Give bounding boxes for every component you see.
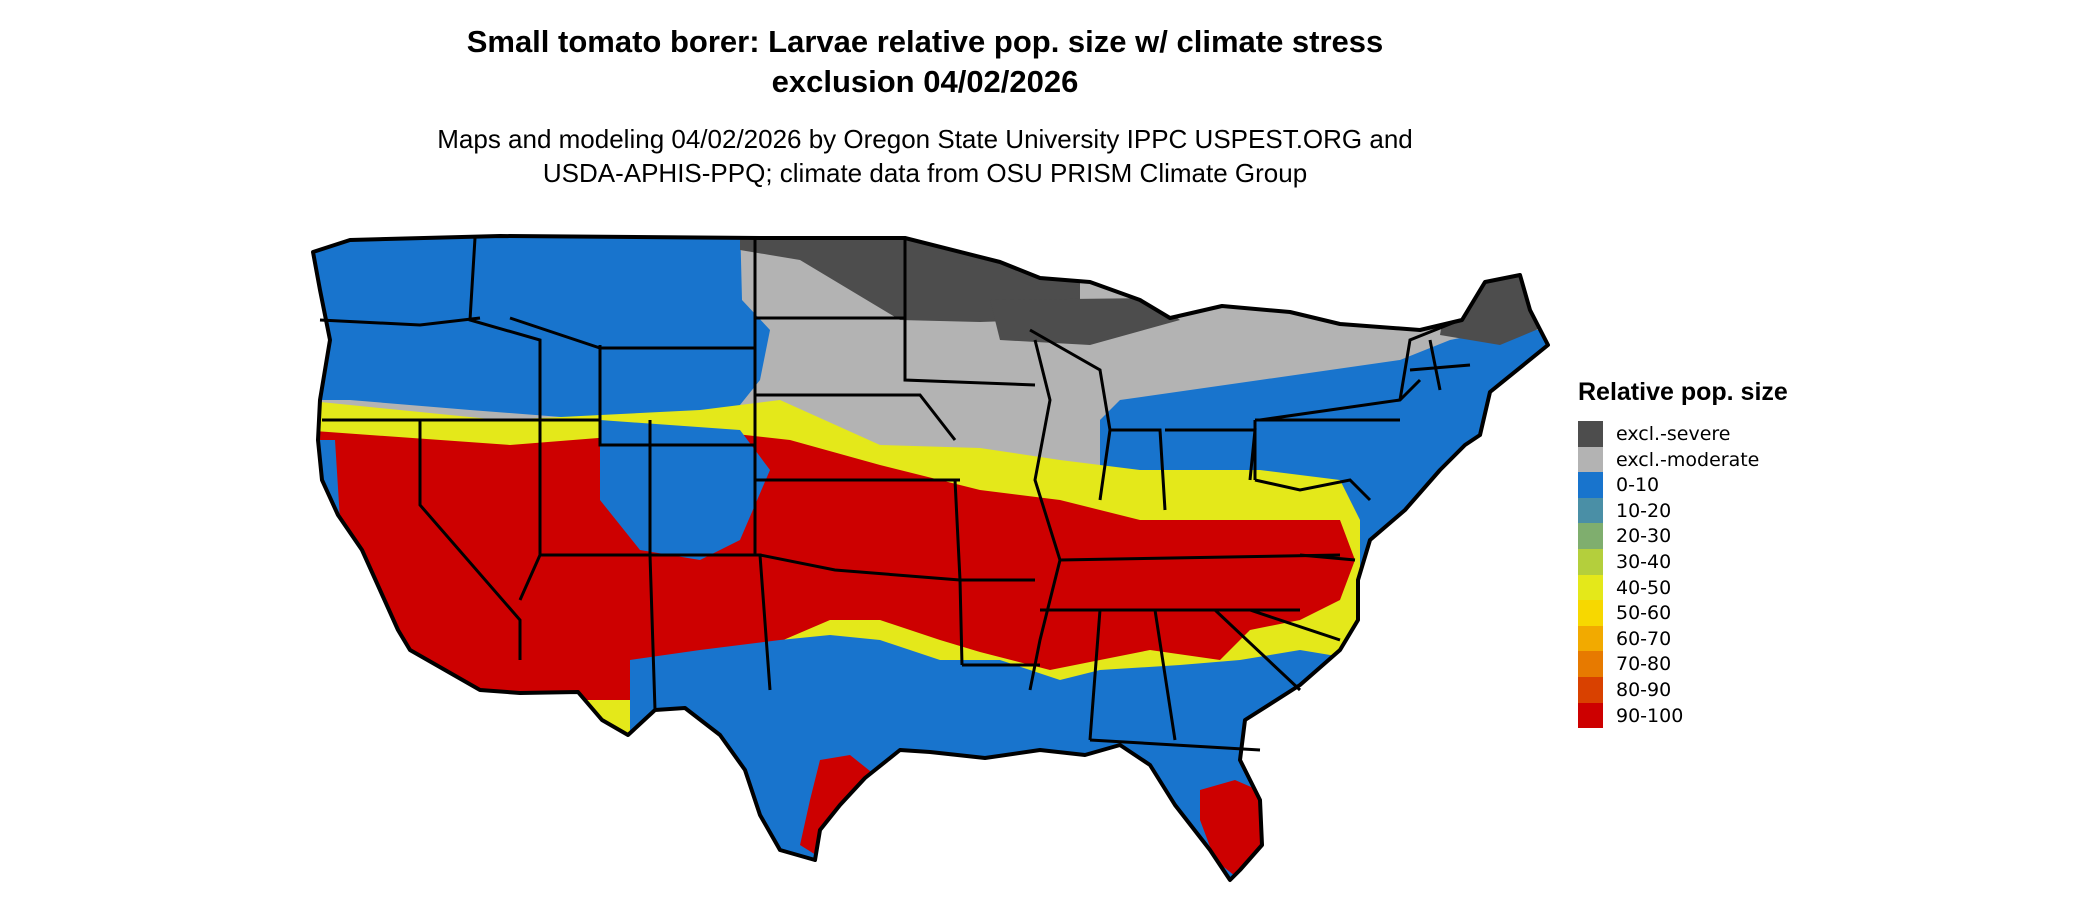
legend-label: 90-100 bbox=[1616, 704, 1684, 727]
legend-item: 60-70 bbox=[1578, 625, 1788, 652]
border-nc-sc bbox=[1249, 608, 1341, 642]
map-subtitle: Maps and modeling 04/02/2026 by Oregon S… bbox=[0, 122, 1850, 190]
border-ky-tn bbox=[1059, 553, 1341, 562]
legend-item: 40-50 bbox=[1578, 574, 1788, 601]
legend-item: 20-30 bbox=[1578, 523, 1788, 549]
legend-item: 30-40 bbox=[1578, 548, 1788, 575]
legend-swatch bbox=[1578, 676, 1603, 703]
legend-label: 50-60 bbox=[1616, 602, 1672, 625]
legend-label: 80-90 bbox=[1616, 678, 1672, 701]
legend-title: Relative pop. size bbox=[1578, 378, 1788, 406]
map-legend: Relative pop. size excl.-severe excl.-mod… bbox=[1578, 378, 1788, 729]
border-md-va bbox=[1254, 478, 1372, 502]
border-dakotas bbox=[753, 238, 905, 345]
border-mn-ia bbox=[903, 238, 1036, 387]
legend-items: excl.-severe excl.-moderate 0-10 10-20 20-30… bbox=[1578, 421, 1788, 729]
legend-swatch bbox=[1578, 651, 1603, 677]
legend-item: 0-10 bbox=[1578, 472, 1788, 498]
border-il-in bbox=[1110, 428, 1167, 511]
legend-label: 30-40 bbox=[1616, 550, 1672, 573]
legend-swatch bbox=[1578, 523, 1603, 549]
border-va-nc bbox=[1299, 553, 1356, 562]
legend-label: 20-30 bbox=[1616, 525, 1672, 548]
border-al-ga bbox=[1153, 609, 1177, 741]
border-ms-al bbox=[1088, 609, 1102, 741]
legend-swatch bbox=[1578, 548, 1603, 575]
border-new-england bbox=[1398, 318, 1471, 401]
map-subtitle-line-1: Maps and modeling 04/02/2026 by Oregon S… bbox=[437, 124, 1413, 154]
border-wy-co bbox=[598, 345, 755, 447]
border-ca-nv bbox=[418, 420, 522, 660]
border-mo-ar bbox=[953, 479, 1035, 582]
map-title-line-2: exclusion 04/02/2026 bbox=[771, 64, 1079, 99]
map-subtitle-line-2: USDA-APHIS-PPQ; climate data from OSU PR… bbox=[542, 158, 1308, 188]
border-ga-sc bbox=[1213, 608, 1302, 692]
legend-swatch bbox=[1578, 625, 1603, 652]
legend-swatch bbox=[1578, 497, 1603, 524]
legend-label: 0-10 bbox=[1616, 474, 1660, 497]
border-ga-fl bbox=[1089, 738, 1261, 752]
border-wi-il bbox=[1029, 328, 1112, 501]
us-risk-map bbox=[311, 234, 1550, 882]
legend-item: 80-90 bbox=[1578, 676, 1788, 703]
border-ok-tx bbox=[759, 553, 964, 666]
legend-item: 70-80 bbox=[1578, 651, 1788, 677]
border-oh-pa bbox=[1253, 418, 1400, 480]
legend-item: 10-20 bbox=[1578, 497, 1788, 524]
legend-label: excl.-severe bbox=[1616, 423, 1731, 445]
border-ne-ks bbox=[755, 393, 957, 441]
legend-label: 60-70 bbox=[1616, 627, 1672, 650]
legend-label: 70-80 bbox=[1616, 653, 1672, 676]
border-mississippi bbox=[1028, 339, 1062, 691]
legend-swatch bbox=[1578, 421, 1603, 447]
us-outline bbox=[311, 234, 1550, 882]
band-blue-great-basin bbox=[600, 420, 770, 560]
band-dark-maine bbox=[1440, 236, 1548, 345]
legend-swatch bbox=[1578, 472, 1603, 498]
legend-swatch bbox=[1578, 574, 1603, 601]
map-title-line-1: Small tomato borer: Larvae relative pop.… bbox=[466, 24, 1384, 59]
map-title: Small tomato borer: Larvae relative pop.… bbox=[0, 22, 1850, 102]
legend-item: 90-100 bbox=[1578, 702, 1788, 729]
legend-swatch bbox=[1578, 446, 1603, 473]
state-borders bbox=[319, 237, 1471, 752]
legend-swatch bbox=[1578, 702, 1603, 729]
legend-item: 50-60 bbox=[1578, 600, 1788, 626]
legend-item: excl.-moderate bbox=[1578, 446, 1788, 473]
legend-swatch bbox=[1578, 600, 1603, 626]
legend-item: excl.-severe bbox=[1578, 421, 1788, 447]
band-red-central-south bbox=[313, 430, 1355, 700]
risk-bands bbox=[313, 236, 1548, 880]
legend-label: 10-20 bbox=[1616, 499, 1672, 522]
legend-label: excl.-moderate bbox=[1616, 448, 1760, 471]
legend-label: 40-50 bbox=[1616, 576, 1672, 599]
border-idaho bbox=[468, 237, 600, 422]
border-wa-or bbox=[319, 316, 481, 327]
